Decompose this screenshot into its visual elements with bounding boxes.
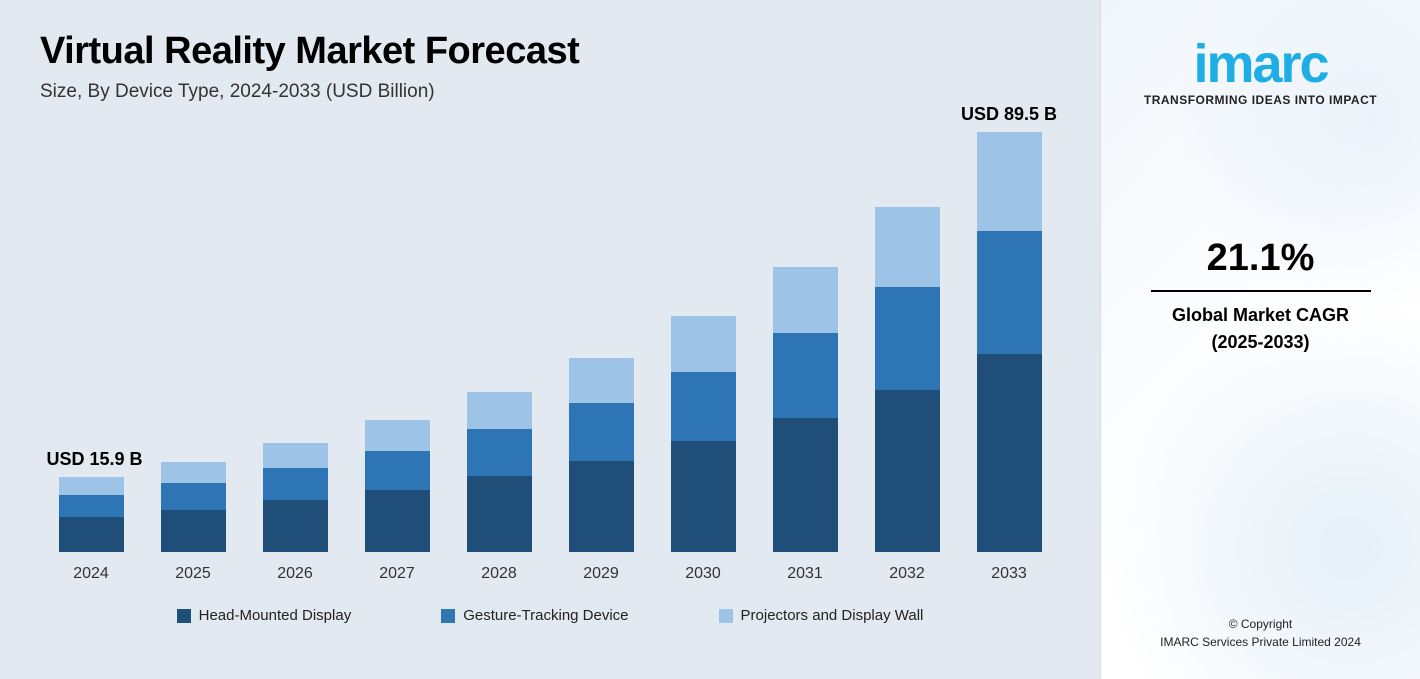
cagr-divider	[1151, 290, 1371, 292]
bar-group	[467, 392, 532, 552]
bar-segment	[977, 231, 1042, 355]
bar-segment	[59, 495, 124, 517]
bar-segment	[263, 468, 328, 500]
chart-legend: Head-Mounted Display Gesture-Tracking Dev…	[40, 607, 1060, 624]
logo-tagline: TRANSFORMING IDEAS INTO IMPACT	[1144, 93, 1377, 107]
bar-segment	[59, 517, 124, 552]
bar-segment	[161, 462, 226, 483]
x-axis-label: 2025	[161, 565, 226, 583]
bar-stack	[875, 207, 940, 552]
bar-segment	[773, 267, 838, 334]
bar-group	[263, 443, 328, 552]
legend-swatch	[719, 609, 733, 623]
bar-segment	[161, 483, 226, 510]
legend-item: Projectors and Display Wall	[719, 607, 924, 624]
cagr-value: 21.1%	[1151, 237, 1371, 280]
bar-group	[569, 358, 634, 552]
bar-segment	[467, 476, 532, 552]
bar-segment	[161, 510, 226, 552]
bar-segment	[467, 392, 532, 430]
chart-area: USD 15.9 BUSD 89.5 B 2024202520262027202…	[40, 133, 1060, 659]
bar-stack	[59, 477, 124, 552]
x-axis-label: 2031	[773, 565, 838, 583]
bar-segment	[467, 429, 532, 476]
copyright-line2: IMARC Services Private Limited 2024	[1101, 633, 1420, 651]
bar-segment	[773, 418, 838, 552]
bar-value-label: USD 15.9 B	[47, 449, 143, 470]
bar-segment	[875, 287, 940, 389]
bar-value-label: USD 89.5 B	[961, 104, 1057, 125]
bar-segment	[263, 500, 328, 552]
legend-item: Gesture-Tracking Device	[441, 607, 628, 624]
side-panel: imarc TRANSFORMING IDEAS INTO IMPACT 21.…	[1100, 0, 1420, 679]
cagr-block: 21.1% Global Market CAGR (2025-2033)	[1151, 237, 1371, 356]
bar-segment	[671, 316, 736, 371]
bar-segment	[569, 358, 634, 404]
bar-group	[161, 462, 226, 552]
copyright-line1: © Copyright	[1101, 615, 1420, 633]
legend-swatch	[177, 609, 191, 623]
bars-container: USD 15.9 B USD 89.5 B	[40, 133, 1060, 553]
bar-segment	[977, 354, 1042, 552]
bar-group	[365, 420, 430, 552]
chart-title: Virtual Reality Market Forecast	[40, 30, 1060, 73]
x-axis-label: 2026	[263, 565, 328, 583]
bar-segment	[263, 443, 328, 468]
x-axis-label: 2030	[671, 565, 736, 583]
legend-label: Projectors and Display Wall	[741, 607, 924, 624]
bar-stack	[467, 392, 532, 552]
x-axis-label: 2028	[467, 565, 532, 583]
legend-swatch	[441, 609, 455, 623]
bar-stack	[263, 443, 328, 552]
bar-stack	[773, 267, 838, 552]
logo-text: imarc	[1144, 40, 1377, 89]
bar-segment	[365, 420, 430, 451]
bar-segment	[977, 132, 1042, 231]
cagr-label-line1: Global Market CAGR	[1151, 302, 1371, 329]
x-axis-label: 2027	[365, 565, 430, 583]
bar-group: USD 89.5 B	[977, 132, 1042, 552]
x-axis-label: 2024	[59, 565, 124, 583]
bar-segment	[569, 461, 634, 553]
logo-block: imarc TRANSFORMING IDEAS INTO IMPACT	[1144, 40, 1377, 107]
bar-segment	[671, 441, 736, 552]
main-chart-panel: Virtual Reality Market Forecast Size, By…	[0, 0, 1100, 679]
bar-group: USD 15.9 B	[59, 477, 124, 552]
x-axis-label: 2032	[875, 565, 940, 583]
bar-group	[875, 207, 940, 552]
bar-segment	[59, 477, 124, 494]
bar-stack	[569, 358, 634, 552]
x-axis-label: 2029	[569, 565, 634, 583]
bar-stack	[977, 132, 1042, 552]
bar-stack	[161, 462, 226, 552]
bar-segment	[875, 207, 940, 288]
legend-label: Gesture-Tracking Device	[463, 607, 628, 624]
x-axis-labels: 2024 2025 2026 2027 2028 2029 2030 2031 2032 2033	[40, 565, 1060, 583]
bar-stack	[365, 420, 430, 552]
bar-stack	[671, 316, 736, 552]
copyright-block: © Copyright IMARC Services Private Limit…	[1101, 615, 1420, 651]
legend-label: Head-Mounted Display	[199, 607, 352, 624]
legend-item: Head-Mounted Display	[177, 607, 352, 624]
bar-segment	[365, 490, 430, 552]
bar-segment	[365, 451, 430, 490]
bar-group	[671, 316, 736, 552]
bar-segment	[569, 403, 634, 460]
cagr-label-line2: (2025-2033)	[1151, 329, 1371, 356]
bar-segment	[671, 372, 736, 441]
chart-subtitle: Size, By Device Type, 2024-2033 (USD Bil…	[40, 81, 1060, 103]
bar-segment	[773, 333, 838, 417]
bar-group	[773, 267, 838, 552]
x-axis-label: 2033	[977, 565, 1042, 583]
bar-segment	[875, 390, 940, 552]
